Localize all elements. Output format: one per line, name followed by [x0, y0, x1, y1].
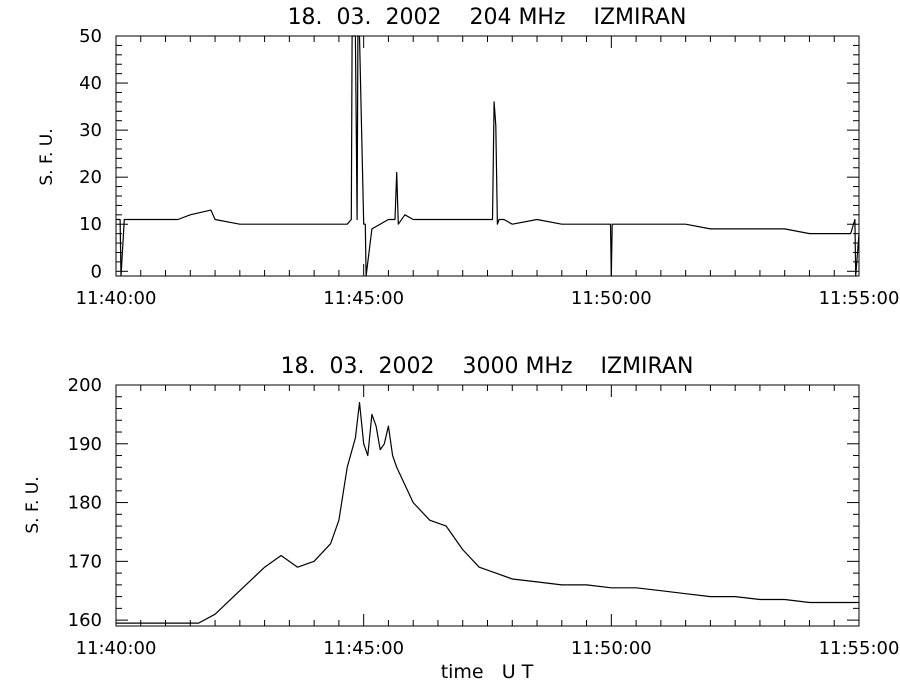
y-tick-label: 40 — [79, 73, 102, 94]
x-axis-label: time U T — [441, 661, 534, 683]
chart-title: 18. 03. 2002 3000 MHz IZMIRAN — [281, 354, 694, 379]
series-line — [116, 402, 859, 624]
y-tick-label: 160 — [68, 610, 102, 631]
y-tick-label: 190 — [68, 434, 102, 455]
y-tick-label: 50 — [79, 26, 102, 47]
y-tick-label: 200 — [68, 375, 102, 396]
y-tick-label: 170 — [68, 551, 102, 572]
y-tick-label: 10 — [79, 214, 102, 235]
x-tick-label: 11:55:00 — [819, 288, 900, 309]
x-tick-label: 11:55:00 — [819, 638, 900, 659]
series-line — [116, 35, 860, 277]
y-axis-label: S. F. U. — [37, 128, 57, 185]
y-tick-label: 180 — [68, 493, 102, 514]
x-tick-label: 11:45:00 — [323, 638, 404, 659]
chart-3000mhz: 18. 03. 2002 3000 MHz IZMIRAN S. F. U. t… — [23, 354, 899, 683]
chart-204mhz: 18. 03. 2002 204 MHz IZMIRAN S. F. U. 11… — [37, 5, 899, 309]
y-tick-label: 20 — [79, 167, 102, 188]
x-tick-label: 11:40:00 — [76, 288, 157, 309]
y-axis-label: S. F. U. — [23, 476, 43, 533]
chart-204mhz-marks: 11:40:00 11:45:00 11:50:00 11:55:00 0 10 20 30 4… — [76, 26, 900, 309]
x-tick-label: 11:40:00 — [76, 638, 157, 659]
chart-title: 18. 03. 2002 204 MHz IZMIRAN — [288, 5, 687, 30]
y-tick-label: 30 — [79, 120, 102, 141]
x-tick-label: 11:45:00 — [323, 288, 404, 309]
x-tick-label: 11:50:00 — [571, 288, 652, 309]
chart-3000mhz-marks: 11:40:00 11:45:00 11:50:00 11:55:00 160 170 18… — [68, 375, 900, 659]
y-tick-label: 0 — [91, 261, 102, 282]
x-tick-label: 11:50:00 — [571, 638, 652, 659]
